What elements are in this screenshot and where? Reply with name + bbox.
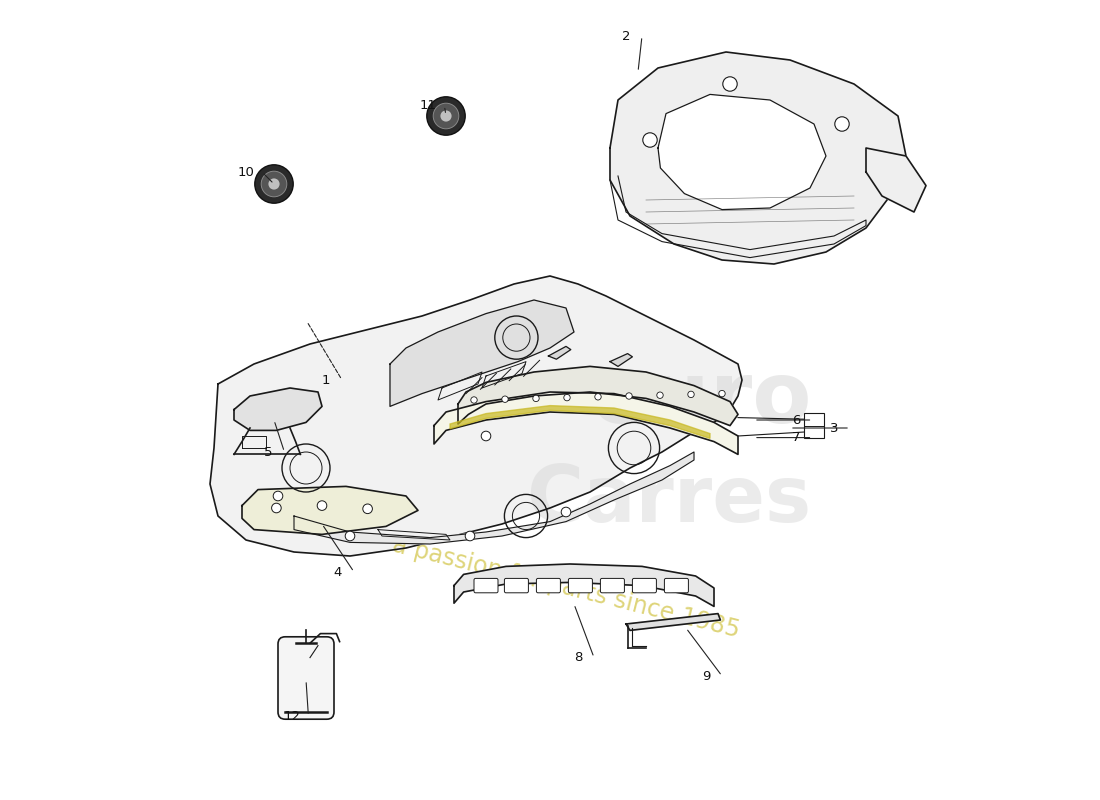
FancyBboxPatch shape — [278, 637, 334, 719]
Text: 6: 6 — [792, 414, 801, 426]
Text: euro: euro — [590, 358, 812, 442]
FancyBboxPatch shape — [505, 578, 528, 593]
Polygon shape — [210, 276, 743, 556]
FancyBboxPatch shape — [569, 578, 593, 593]
Polygon shape — [454, 564, 714, 606]
FancyBboxPatch shape — [601, 578, 625, 593]
Circle shape — [502, 396, 508, 402]
Polygon shape — [458, 366, 738, 426]
Circle shape — [427, 97, 465, 135]
FancyBboxPatch shape — [537, 578, 560, 593]
Polygon shape — [242, 486, 418, 534]
Bar — [804, 413, 824, 438]
Polygon shape — [390, 300, 574, 406]
Text: 7: 7 — [792, 431, 801, 444]
Text: Carres: Carres — [526, 462, 811, 538]
Circle shape — [272, 503, 282, 513]
Circle shape — [268, 178, 279, 190]
Polygon shape — [658, 94, 826, 210]
FancyBboxPatch shape — [664, 578, 689, 593]
Circle shape — [688, 391, 694, 398]
Polygon shape — [294, 452, 694, 544]
Circle shape — [440, 110, 452, 122]
Circle shape — [626, 393, 632, 399]
Text: 3: 3 — [829, 422, 838, 434]
Circle shape — [718, 390, 725, 397]
Polygon shape — [610, 52, 906, 264]
Circle shape — [532, 395, 539, 402]
Circle shape — [345, 531, 355, 541]
Polygon shape — [234, 388, 322, 430]
Polygon shape — [626, 614, 720, 630]
FancyBboxPatch shape — [474, 578, 498, 593]
Text: 2: 2 — [621, 30, 630, 42]
Text: 4: 4 — [333, 566, 342, 578]
Circle shape — [433, 103, 459, 129]
Circle shape — [481, 431, 491, 441]
Circle shape — [835, 117, 849, 131]
Polygon shape — [866, 148, 926, 212]
Polygon shape — [450, 406, 710, 438]
Circle shape — [561, 507, 571, 517]
FancyBboxPatch shape — [632, 578, 657, 593]
Circle shape — [595, 394, 602, 400]
Circle shape — [273, 491, 283, 501]
Circle shape — [564, 394, 570, 401]
Circle shape — [471, 397, 477, 403]
Text: a passion for parts since 1985: a passion for parts since 1985 — [390, 533, 742, 643]
Circle shape — [657, 392, 663, 398]
Circle shape — [363, 504, 373, 514]
Polygon shape — [610, 354, 632, 366]
Polygon shape — [549, 346, 571, 359]
Text: 1: 1 — [321, 374, 330, 386]
Circle shape — [317, 501, 327, 510]
Text: 11: 11 — [420, 99, 437, 112]
Circle shape — [255, 165, 294, 203]
Polygon shape — [434, 392, 738, 454]
Circle shape — [642, 133, 657, 147]
Text: 8: 8 — [574, 651, 582, 664]
Circle shape — [465, 531, 475, 541]
Text: 10: 10 — [238, 166, 254, 178]
Circle shape — [723, 77, 737, 91]
Text: 9: 9 — [702, 670, 711, 682]
Text: 12: 12 — [284, 710, 301, 722]
Circle shape — [261, 171, 287, 197]
Text: 5: 5 — [264, 446, 273, 458]
